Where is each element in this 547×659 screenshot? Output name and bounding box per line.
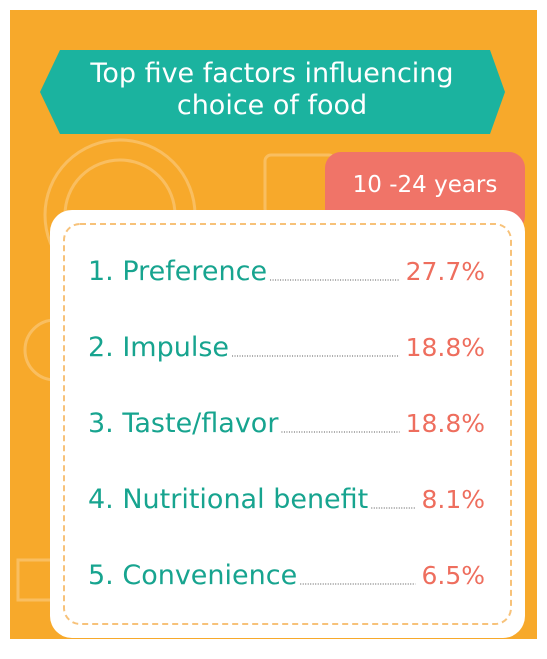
factor-value: 18.8% bbox=[406, 409, 485, 438]
title-line: Top five factors influencing bbox=[89, 58, 453, 89]
factor-label: 3. Taste/flavor bbox=[88, 408, 279, 439]
factor-label: 1. Preference bbox=[88, 256, 267, 287]
factor-label: 2. Impulse bbox=[88, 332, 229, 363]
factor-value: 8.1% bbox=[421, 485, 485, 514]
infographic: Top five factors influencing choice of f… bbox=[0, 0, 547, 659]
factor-label: 4. Nutritional benefit bbox=[88, 484, 368, 515]
factor-value: 6.5% bbox=[421, 561, 485, 590]
factor-value: 18.8% bbox=[406, 333, 485, 362]
title-line: choice of food bbox=[177, 90, 367, 121]
factor-value: 27.7% bbox=[406, 257, 485, 286]
age-group: 10 -24 years bbox=[353, 172, 498, 198]
factor-label: 5. Convenience bbox=[88, 560, 297, 591]
